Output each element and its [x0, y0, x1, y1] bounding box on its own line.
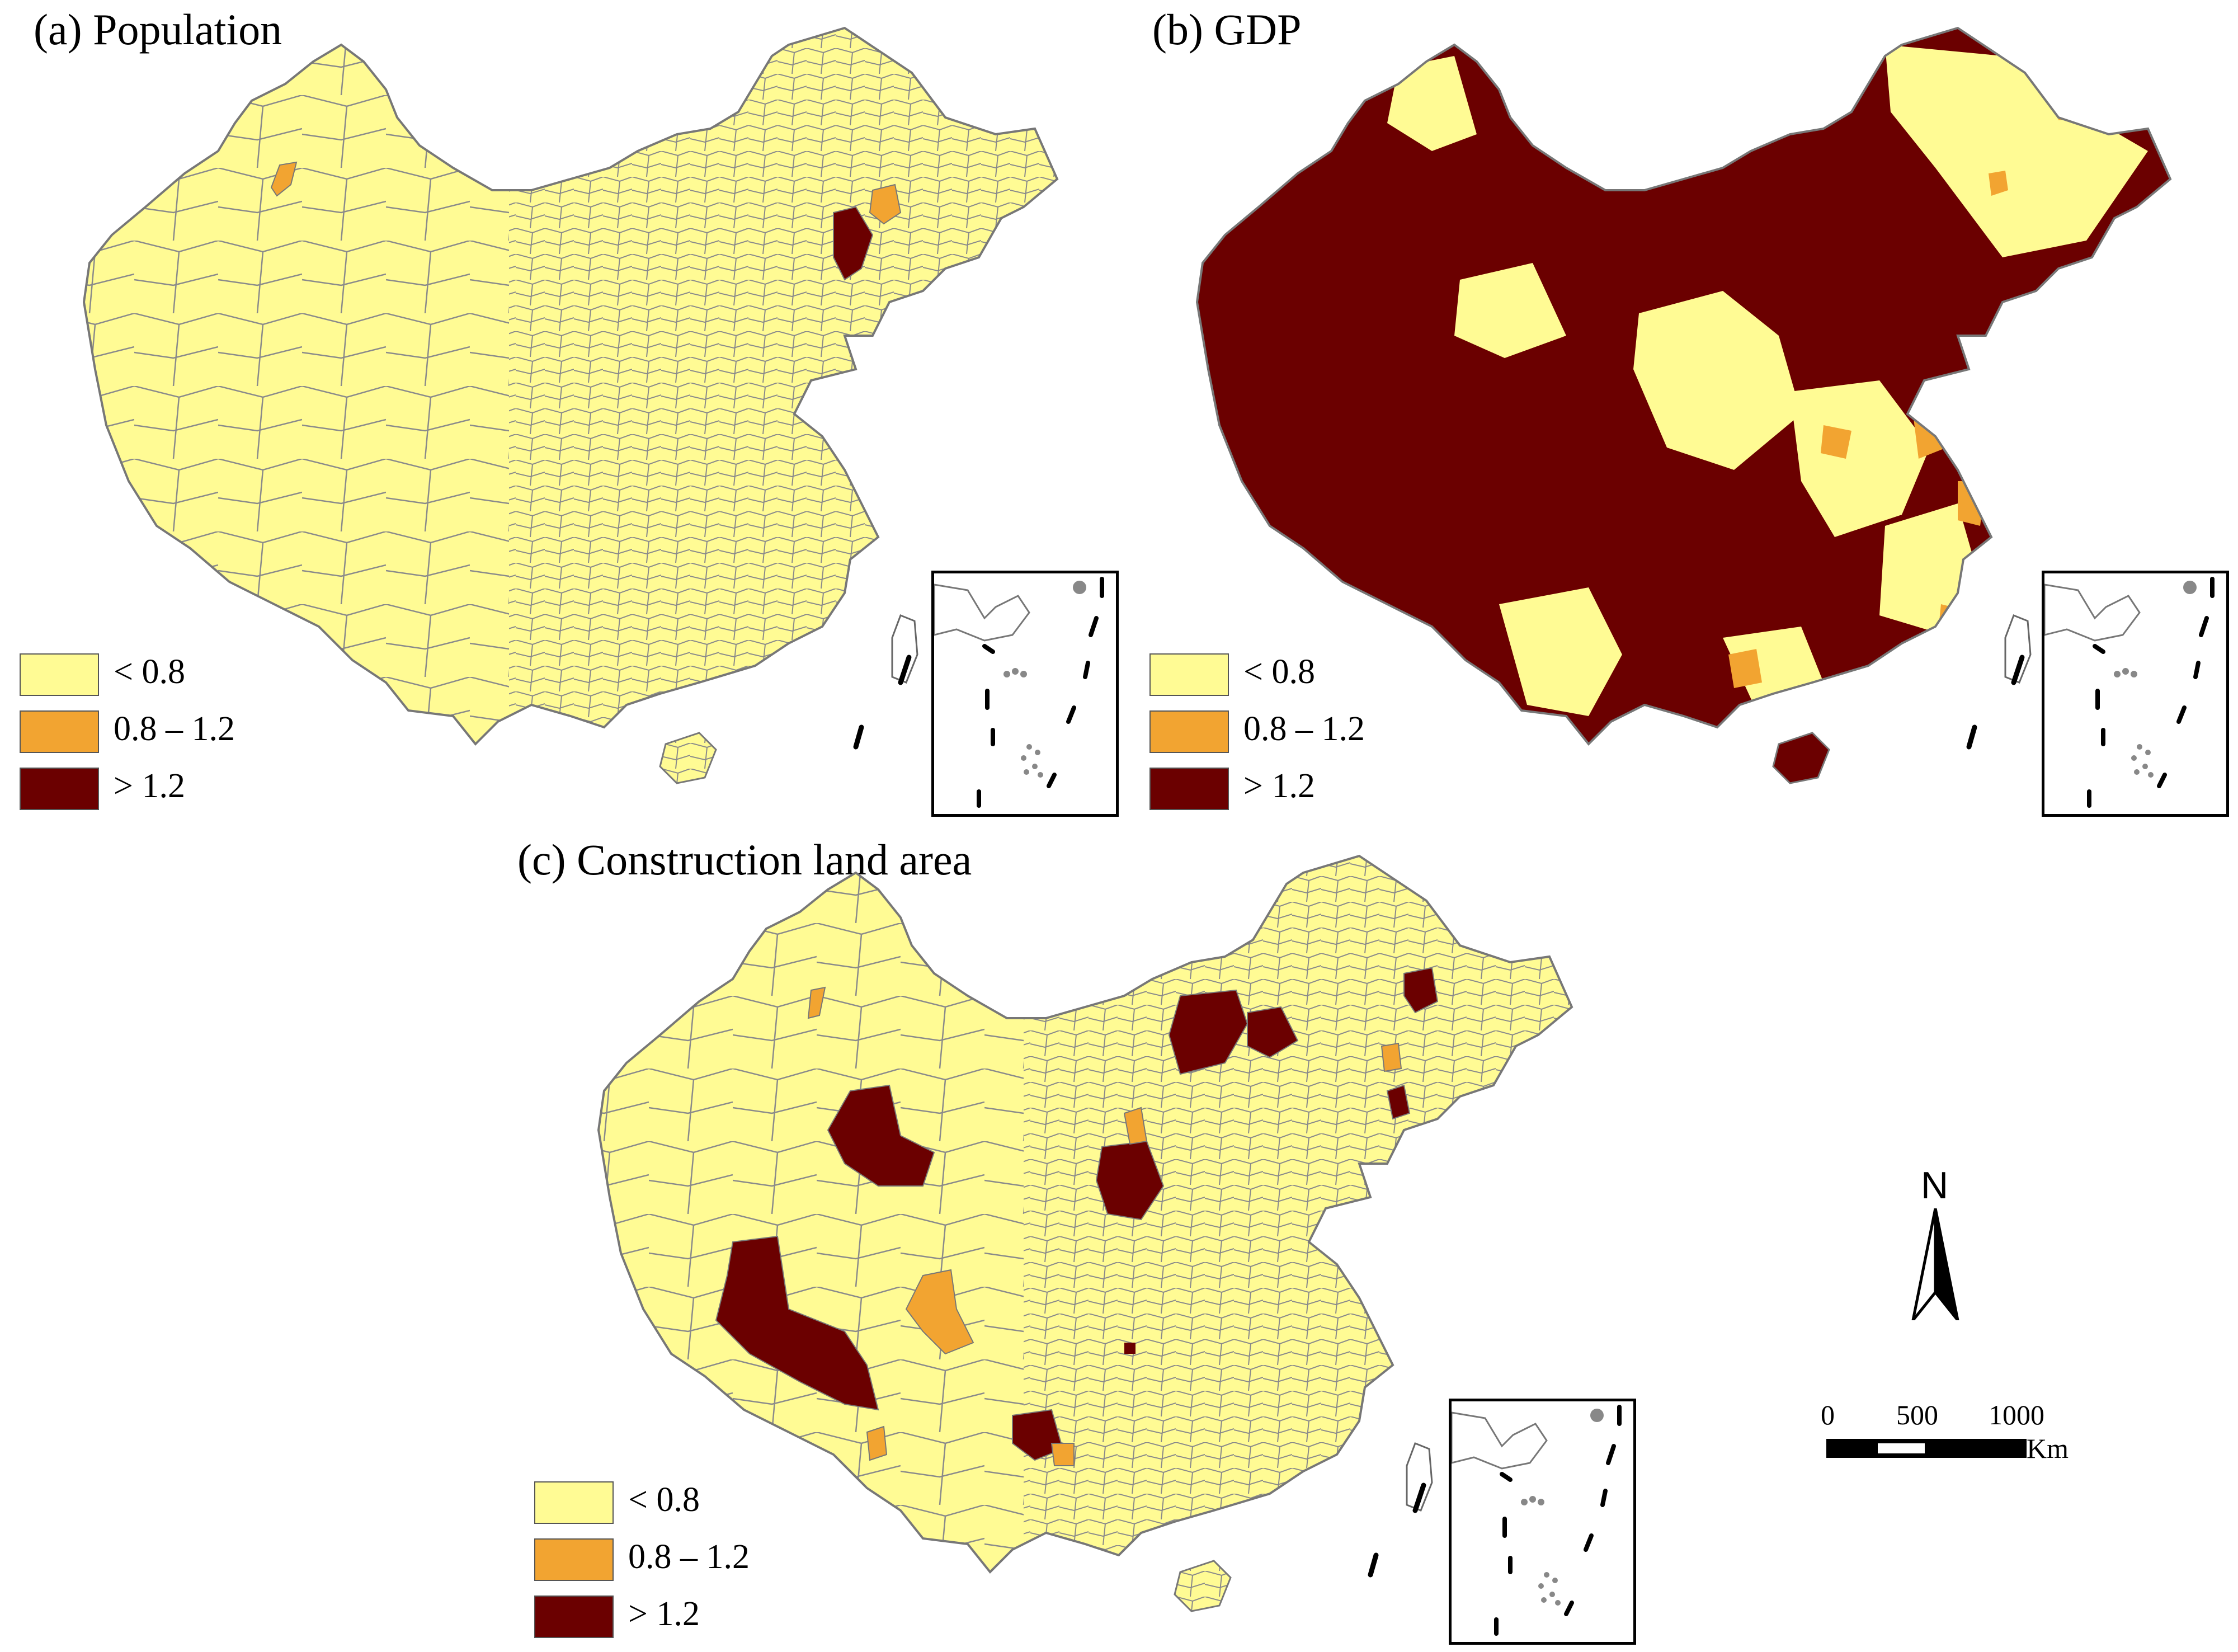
region-mid [869, 183, 902, 225]
legend-swatch-mid [20, 710, 99, 753]
legend-label: > 1.2 [628, 1595, 700, 1633]
legend-swatch-low [534, 1481, 614, 1524]
legend-swatch-mid [1149, 710, 1229, 753]
china-map [1196, 27, 2171, 784]
legend-swatch-high [1149, 768, 1229, 810]
scale-tick-label: 500 [1896, 1399, 1938, 1430]
china-map [597, 855, 1573, 1612]
south-china-sea-inset [1449, 1399, 1636, 1645]
panel-population: (a) Population < 0.8 0.8 – 1.2 > 1 [0, 0, 1119, 828]
legend-label: 0.8 – 1.2 [114, 710, 235, 748]
legend-label: < 0.8 [1243, 653, 1315, 691]
legend-swatch-high [534, 1595, 614, 1638]
north-arrow-icon [1911, 1208, 1959, 1320]
scale-bar: 0 500 1000 Km [1821, 1399, 2078, 1482]
panel-title: (a) Population [34, 5, 282, 54]
south-china-sea-inset [2042, 571, 2229, 817]
panel-title: (b) GDP [1152, 5, 1302, 54]
scale-unit-label: Km [2027, 1433, 2069, 1464]
legend-swatch-mid [534, 1538, 614, 1581]
legend-swatch-high [20, 768, 99, 810]
region-mid [270, 161, 298, 197]
scale-tick-label: 0 [1821, 1399, 1835, 1430]
south-china-sea-inset [931, 571, 1119, 817]
legend-swatch-low [1149, 653, 1229, 696]
legend-swatch-low [20, 653, 99, 696]
legend-label: 0.8 – 1.2 [1243, 710, 1365, 748]
legend-label: > 1.2 [114, 767, 185, 805]
legend-label: 0.8 – 1.2 [628, 1538, 750, 1576]
panel-gdp: (b) GDP [1130, 0, 2237, 828]
scale-bar-graphic [1826, 1439, 2027, 1458]
north-label: N [1921, 1164, 1949, 1207]
legend-label: < 0.8 [114, 653, 185, 691]
panel-construction-land: (c) Construction land area [503, 828, 1678, 1652]
scale-tick-label: 1000 [1989, 1399, 2044, 1430]
region-high [833, 206, 874, 281]
legend-label: < 0.8 [628, 1481, 700, 1519]
north-arrow: N [1902, 1164, 1969, 1320]
panel-title: (c) Construction land area [517, 835, 972, 884]
legend-label: > 1.2 [1243, 767, 1315, 805]
